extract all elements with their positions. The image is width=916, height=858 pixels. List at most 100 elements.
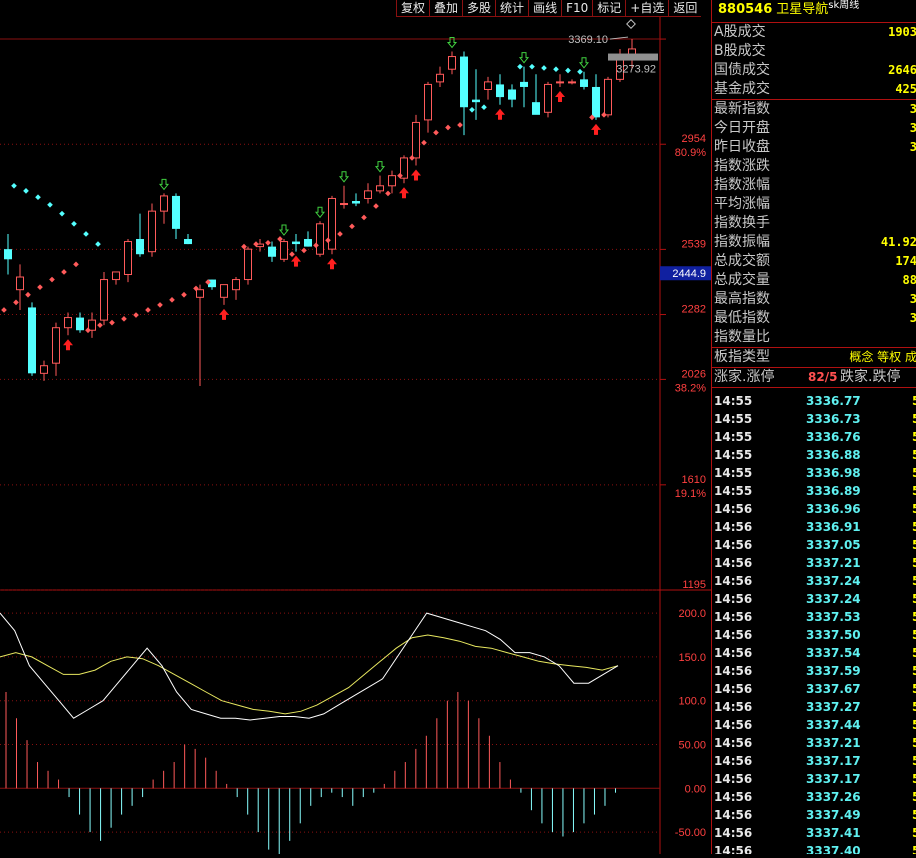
toolbar-button-3[interactable]: 统计 bbox=[495, 0, 529, 17]
index-name[interactable]: 卫星导航 bbox=[776, 2, 829, 17]
sell-arrow-icon bbox=[158, 178, 170, 191]
toolbar-button-6[interactable]: 标记 bbox=[592, 0, 626, 17]
candle-body bbox=[328, 197, 336, 250]
pct-label: 19.1% bbox=[675, 488, 706, 500]
sar-dot bbox=[49, 276, 55, 283]
tick-volume: 5 bbox=[912, 518, 916, 536]
kline-chart-area[interactable]: 2954 2539 2282 2026 1610 1195 80.9% 38.2% 19.1% 2… bbox=[0, 0, 711, 854]
tick-list[interactable]: 14:553336.77514:553336.73514:553336.7651… bbox=[712, 392, 916, 854]
sar-dot bbox=[529, 63, 535, 70]
sar-dot bbox=[133, 312, 139, 318]
sar-dot bbox=[361, 214, 367, 221]
stat-label: 国债成交 bbox=[714, 62, 770, 78]
current-price-label: 2444.9 bbox=[672, 268, 706, 280]
candle-body bbox=[532, 102, 540, 115]
toolbar-button-4[interactable]: 画线 bbox=[528, 0, 562, 17]
tick-price: 3337.50 bbox=[806, 628, 861, 642]
tick-volume: 5 bbox=[912, 680, 916, 698]
toolbar-button-5[interactable]: F10 bbox=[561, 0, 593, 17]
toolbar-button-7[interactable]: +自选 bbox=[625, 0, 669, 17]
candle-body bbox=[160, 195, 168, 212]
sar-dot bbox=[397, 172, 403, 179]
sar-dot bbox=[121, 316, 127, 322]
sar-dot bbox=[169, 297, 175, 303]
buy-arrow-icon bbox=[63, 339, 73, 351]
tick-volume: 5 bbox=[912, 644, 916, 662]
tick-volume: 5 bbox=[912, 788, 916, 806]
candle-body bbox=[4, 249, 12, 260]
sell-arrow-icon bbox=[446, 36, 458, 49]
tick-row: 14:56 3337.24 5 bbox=[712, 572, 916, 590]
board-type-value: 概念 等权 成 bbox=[849, 350, 916, 364]
price-tick-label: 2539 bbox=[682, 238, 706, 250]
tick-volume: 5 bbox=[912, 392, 916, 410]
tick-row: 14:56 3337.44 5 bbox=[712, 716, 916, 734]
tick-price: 3337.17 bbox=[806, 772, 861, 786]
buy-arrow-icon bbox=[591, 123, 601, 135]
candle-body bbox=[172, 195, 180, 229]
tick-volume: 5 bbox=[912, 554, 916, 572]
candle-body bbox=[280, 241, 288, 260]
tick-price: 3336.88 bbox=[806, 448, 861, 462]
sar-dot bbox=[433, 129, 439, 136]
toolbar-button-0[interactable]: 复权 bbox=[396, 0, 430, 17]
stats-list: A股成交1903B股成交国债成交2646基金成交425最新指数3今日开盘3昨日收… bbox=[712, 23, 916, 347]
tick-price: 3336.77 bbox=[806, 394, 861, 408]
tick-time: 14:56 bbox=[714, 772, 753, 786]
tick-row: 14:55 3336.89 5 bbox=[712, 482, 916, 500]
sar-dot bbox=[577, 68, 583, 75]
indicator-tick-label: 100.0 bbox=[678, 696, 706, 708]
tick-price: 3337.17 bbox=[806, 754, 861, 768]
tick-time: 14:56 bbox=[714, 502, 753, 516]
sell-arrow-icon bbox=[374, 161, 386, 173]
candle-body bbox=[196, 289, 204, 298]
tick-price: 3336.89 bbox=[806, 484, 861, 498]
stat-label: 平均涨幅 bbox=[714, 196, 770, 212]
candle-body bbox=[556, 81, 564, 84]
candle-body bbox=[232, 279, 240, 291]
tick-row: 14:55 3336.73 5 bbox=[712, 410, 916, 428]
tick-time: 14:56 bbox=[714, 592, 753, 606]
tick-volume: 5 bbox=[912, 500, 916, 518]
period-label: sk周线 bbox=[828, 0, 860, 11]
tick-volume: 5 bbox=[912, 410, 916, 428]
sar-dot bbox=[97, 322, 103, 329]
stat-value: 88 bbox=[902, 273, 916, 287]
candle-body bbox=[604, 78, 612, 116]
stat-value: 3 bbox=[910, 138, 916, 157]
candle-body bbox=[520, 81, 528, 87]
tick-time: 14:56 bbox=[714, 808, 753, 822]
last-annotation: 3273.92 bbox=[616, 64, 656, 76]
sar-dot bbox=[289, 251, 295, 258]
price-tick-label: 1195 bbox=[682, 579, 706, 591]
stat-label: 昨日收盘 bbox=[714, 139, 770, 155]
tick-time: 14:56 bbox=[714, 664, 753, 678]
tick-row: 14:56 3337.53 5 bbox=[712, 608, 916, 626]
candle-body bbox=[364, 190, 372, 199]
stat-label: 指数量比 bbox=[714, 329, 770, 345]
price-tick-label: 1610 bbox=[682, 474, 706, 486]
tick-time: 14:56 bbox=[714, 844, 753, 854]
candle-body bbox=[544, 83, 552, 113]
sell-arrow-icon bbox=[578, 57, 590, 69]
tick-price: 3337.05 bbox=[806, 538, 861, 552]
sell-arrow-icon bbox=[314, 206, 326, 219]
board-type-row: 板指类型 概念 等权 成 bbox=[712, 347, 916, 367]
tick-row: 14:55 3336.76 5 bbox=[712, 428, 916, 446]
tick-volume: 5 bbox=[912, 824, 916, 842]
sar-dot bbox=[11, 182, 17, 189]
tick-volume: 5 bbox=[912, 482, 916, 500]
kline-chart-svg[interactable]: 2954 2539 2282 2026 1610 1195 80.9% 38.2% 19.1% 2… bbox=[0, 0, 711, 854]
toolbar-button-1[interactable]: 叠加 bbox=[429, 0, 463, 17]
chart-toolbar: 复权 叠加 多股 统计 画线 F10 标记 +自选 返回 bbox=[396, 0, 702, 17]
tick-row: 14:56 3337.67 5 bbox=[712, 680, 916, 698]
toolbar-button-8[interactable]: 返回 bbox=[668, 0, 702, 17]
index-header: 880546 卫星导航sk周线 bbox=[712, 0, 916, 23]
stat-label: 最高指数 bbox=[714, 291, 770, 307]
current-price-box bbox=[660, 266, 711, 281]
toolbar-button-2[interactable]: 多股 bbox=[462, 0, 496, 17]
buy-arrow-icon bbox=[291, 255, 301, 267]
stat-row: 最高指数 3 bbox=[712, 290, 916, 309]
indicator-slow-line bbox=[0, 634, 619, 715]
tick-volume: 5 bbox=[912, 626, 916, 644]
